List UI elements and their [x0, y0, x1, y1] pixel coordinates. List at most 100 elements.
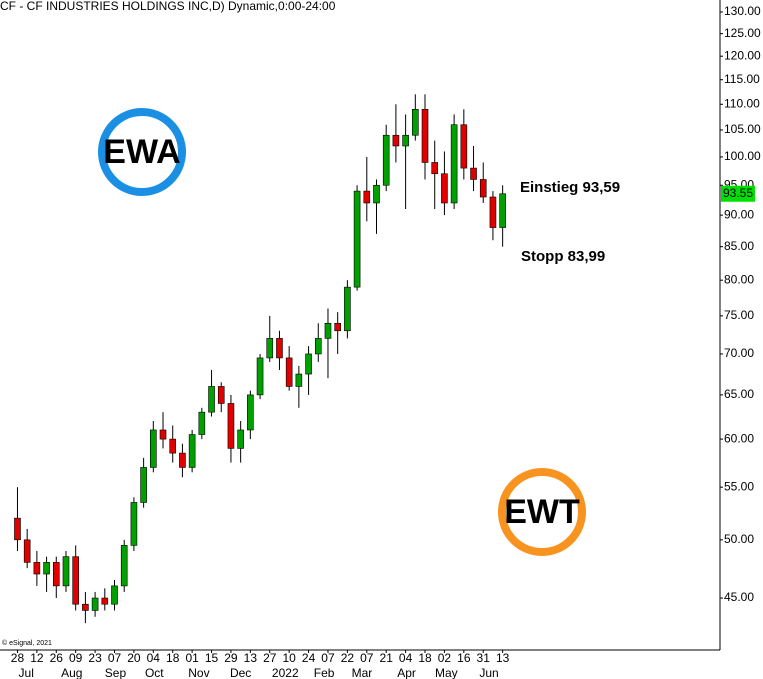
y-tick-label: 70.00	[724, 346, 754, 360]
candle-body	[363, 190, 371, 204]
x-tick-label: 07	[321, 651, 335, 665]
candle-body	[101, 597, 109, 605]
month-label: Mar	[352, 666, 373, 679]
y-tick-label: 50.00	[724, 532, 754, 546]
x-tick-label: 10	[282, 651, 296, 665]
x-tick-label: 02	[438, 651, 452, 665]
x-tick-label: 01	[185, 651, 199, 665]
x-tick-label: 18	[166, 651, 180, 665]
candle-body	[450, 124, 458, 204]
x-tick-label: 21	[380, 651, 394, 665]
y-tick-label: 90.00	[724, 207, 754, 221]
candle-body	[217, 386, 225, 404]
month-label: Dec	[230, 666, 251, 679]
month-label: Aug	[61, 666, 82, 679]
y-tick-label: 105.00	[724, 122, 761, 136]
month-label: Jun	[479, 666, 498, 679]
candle-body	[52, 562, 60, 587]
month-label: Oct	[145, 666, 164, 679]
candle-body	[159, 429, 167, 440]
y-tick-label: 85.00	[724, 239, 754, 253]
annotation: Einstieg 93,59	[520, 179, 620, 196]
candle-body	[14, 517, 21, 541]
candle-body	[62, 556, 70, 587]
x-tick-label: 26	[50, 651, 64, 665]
candle-body	[140, 467, 147, 503]
x-tick-label: 23	[88, 651, 102, 665]
x-tick-label: 07	[360, 651, 374, 665]
candle-body	[82, 603, 89, 611]
candle-body	[489, 196, 497, 228]
x-tick-label: 16	[457, 651, 471, 665]
y-tick-label: 110.00	[724, 96, 760, 110]
x-tick-label: 20	[127, 651, 141, 665]
candle-body	[276, 338, 283, 359]
logo-ring	[498, 468, 586, 556]
x-tick-label: 28	[11, 651, 25, 665]
last-price-tag	[721, 185, 755, 202]
candle-body	[470, 167, 477, 180]
y-tick-label: 45.00	[724, 590, 754, 604]
candle-body	[198, 411, 206, 435]
candle-body	[120, 545, 128, 587]
month-label: 2022	[272, 666, 299, 679]
candle-body	[412, 109, 419, 136]
x-tick-label: 22	[341, 651, 355, 665]
logo-text: EWA	[103, 133, 180, 171]
annotation: Stopp 83,99	[521, 248, 605, 265]
y-tick-label: 80.00	[724, 272, 754, 286]
x-tick-label: 13	[244, 651, 258, 665]
candle-body	[23, 539, 31, 563]
candle-body	[373, 184, 380, 204]
candle-body	[179, 452, 186, 468]
candle-body	[402, 134, 409, 147]
candle-body	[314, 338, 322, 355]
candle-body	[441, 173, 448, 204]
last-price-label: 93.55	[723, 186, 753, 200]
x-tick-label: 29	[224, 651, 238, 665]
candle-body	[285, 357, 293, 387]
candle-body	[169, 438, 177, 454]
candle-body	[72, 556, 79, 605]
x-tick-label: 27	[263, 651, 277, 665]
candle-body	[111, 585, 118, 605]
candle-body	[208, 386, 215, 413]
candle-body	[382, 134, 390, 186]
month-label: Apr	[397, 666, 416, 679]
month-label: Jul	[19, 666, 34, 679]
month-label: Feb	[314, 666, 335, 679]
candle-body	[460, 124, 468, 169]
candle-body	[295, 373, 303, 387]
candle-body	[91, 597, 99, 611]
candle-body	[150, 429, 157, 468]
candle-body	[334, 322, 341, 332]
candle-body	[266, 338, 274, 359]
candle-body	[344, 286, 351, 332]
y-tick-label: 65.00	[724, 387, 754, 401]
month-label: Sep	[105, 666, 127, 679]
candle-body	[130, 502, 138, 546]
y-tick-label: 130.00	[724, 4, 761, 18]
logo-ring	[98, 108, 186, 196]
candle-body	[324, 322, 332, 339]
chart-title: CF - CF INDUSTRIES HOLDINGS INC,D) Dynam…	[0, 0, 336, 13]
candle-body	[43, 562, 50, 575]
x-tick-label: 09	[69, 651, 83, 665]
x-tick-label: 18	[418, 651, 432, 665]
y-tick-label: 75.00	[724, 308, 754, 322]
candle-body	[392, 134, 400, 147]
candle-body	[33, 562, 41, 575]
x-tick-label: 04	[147, 651, 161, 665]
x-tick-label: 13	[496, 651, 510, 665]
y-tick-label: 115.00	[724, 72, 760, 86]
candle-body	[499, 193, 506, 228]
x-tick-label: 15	[205, 651, 219, 665]
month-label: Nov	[188, 666, 209, 679]
candle-body	[431, 162, 439, 175]
candle-body	[353, 190, 361, 288]
x-tick-label: 31	[477, 651, 491, 665]
candle-body	[227, 403, 235, 449]
candle-body	[237, 429, 244, 449]
candle-body	[256, 357, 264, 396]
candle-body	[188, 434, 196, 468]
